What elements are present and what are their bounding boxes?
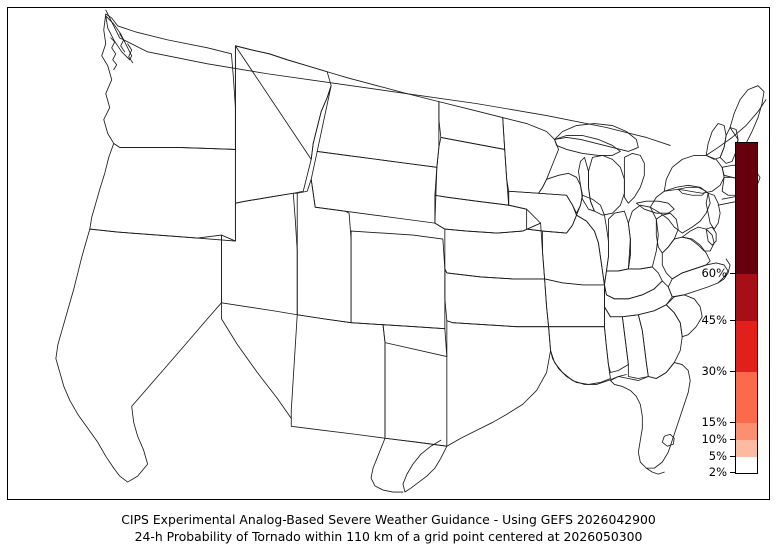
state-new-mexico — [382, 324, 448, 447]
arizona-corner — [221, 302, 292, 419]
state-maine — [729, 85, 765, 150]
st-lawrence — [705, 99, 767, 156]
texas-gulf-coast — [402, 439, 448, 493]
louisiana-coast — [550, 350, 627, 385]
map-axes[interactable] — [7, 7, 770, 500]
colorbar-band-60 — [736, 143, 757, 274]
state-texas — [384, 320, 551, 447]
state-pennsylvania — [649, 184, 711, 234]
state-colorado — [350, 230, 446, 330]
lake-erie — [635, 200, 675, 214]
rio-grande — [370, 437, 404, 493]
colorbar-band-15to30 — [736, 372, 757, 423]
state-tennessee — [604, 280, 673, 318]
lake-michigan — [578, 156, 595, 212]
state-oklahoma — [444, 268, 550, 328]
state-illinois — [576, 194, 609, 286]
state-kentucky — [604, 266, 663, 300]
state-utah — [296, 178, 352, 324]
state-vermont — [705, 123, 727, 160]
figure-caption: CIPS Experimental Analog-Based Severe We… — [0, 512, 777, 545]
state-louisiana — [548, 326, 611, 385]
state-new-jersey — [705, 192, 721, 230]
state-arkansas — [544, 278, 605, 328]
caption-line-2: 24-h Probability of Tornado within 110 k… — [134, 528, 643, 544]
lake-huron — [623, 152, 645, 204]
state-michigan-lower — [588, 154, 625, 216]
lake-ontario — [677, 186, 707, 196]
state-oregon — [89, 143, 236, 242]
state-west-virginia — [655, 212, 679, 254]
state-minnesota — [502, 117, 559, 194]
state-kansas — [444, 222, 546, 280]
state-arizona — [290, 314, 386, 439]
colorbar-band-5to10 — [736, 440, 757, 457]
lake-okeechobee — [661, 433, 675, 447]
state-michigan-upper — [554, 135, 621, 156]
colorbar-band-2to5 — [736, 457, 757, 473]
state-ohio — [627, 204, 659, 270]
state-delaware — [705, 226, 717, 246]
colorbar-band-30to45 — [736, 321, 757, 372]
state-south-carolina — [665, 294, 703, 338]
outer-banks — [717, 258, 731, 284]
lake-superior — [554, 123, 639, 152]
state-idaho — [234, 45, 332, 204]
colorbar-band-45to60 — [736, 274, 757, 321]
state-wisconsin — [538, 172, 583, 214]
state-montana — [234, 45, 440, 168]
interior-lines — [234, 45, 631, 308]
state-north-dakota — [438, 101, 506, 150]
caption-line-1: CIPS Experimental Analog-Based Severe We… — [121, 512, 656, 527]
state-wyoming — [310, 150, 438, 224]
state-iowa — [508, 190, 577, 234]
vancouver-island — [105, 15, 133, 61]
us-map — [55, 9, 767, 493]
state-new-hampshire — [719, 127, 739, 164]
probability-colorbar[interactable] — [735, 142, 758, 474]
florida-keys-detail — [645, 467, 665, 475]
state-missouri — [542, 214, 605, 286]
state-california — [55, 228, 222, 483]
state-nevada — [221, 192, 298, 316]
state-south-dakota — [434, 137, 510, 206]
colorbar-band-10to15 — [736, 423, 757, 440]
state-florida — [609, 362, 691, 469]
state-washington — [101, 13, 236, 150]
state-virginia — [661, 236, 711, 280]
state-indiana — [606, 210, 631, 272]
state-nebraska — [434, 194, 542, 234]
border-canada — [105, 9, 671, 146]
